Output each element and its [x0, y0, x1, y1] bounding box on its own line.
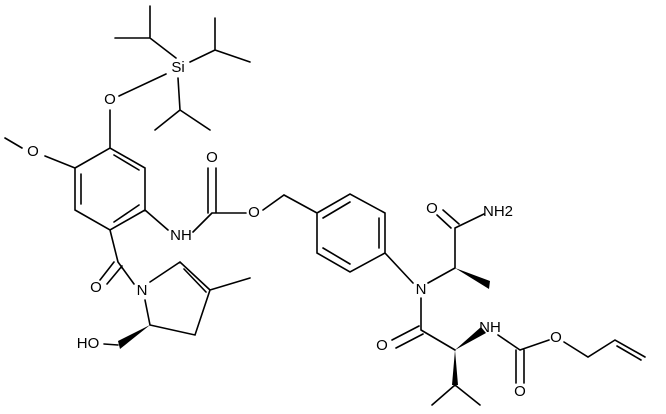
- atom-label: NH: [479, 319, 501, 336]
- atom-label: O: [27, 143, 39, 160]
- atom-label: O: [206, 149, 218, 166]
- wedge-bond: [455, 268, 490, 289]
- atom-label: O: [376, 337, 388, 354]
- wedge-bond: [118, 325, 150, 349]
- atom-label: O: [248, 204, 260, 221]
- atom-label: O: [426, 200, 438, 217]
- atom-label: O: [550, 329, 562, 346]
- atom-labels: Si O O O NH O O NH2 N O NH O O O N HO: [27, 59, 562, 400]
- atom-label: O: [514, 383, 526, 400]
- atom-label: O: [104, 91, 116, 108]
- atom-label: N: [137, 282, 148, 299]
- atom-label: N: [416, 281, 427, 298]
- wedge-bond: [455, 327, 486, 350]
- atom-label: HO: [77, 335, 100, 352]
- bonds: [4, 5, 646, 406]
- wedge-bond: [452, 350, 458, 385]
- atom-label: O: [90, 279, 102, 296]
- atom-label: NH2: [483, 203, 513, 220]
- atom-label: Si: [171, 59, 184, 76]
- atom-label: NH: [170, 227, 192, 244]
